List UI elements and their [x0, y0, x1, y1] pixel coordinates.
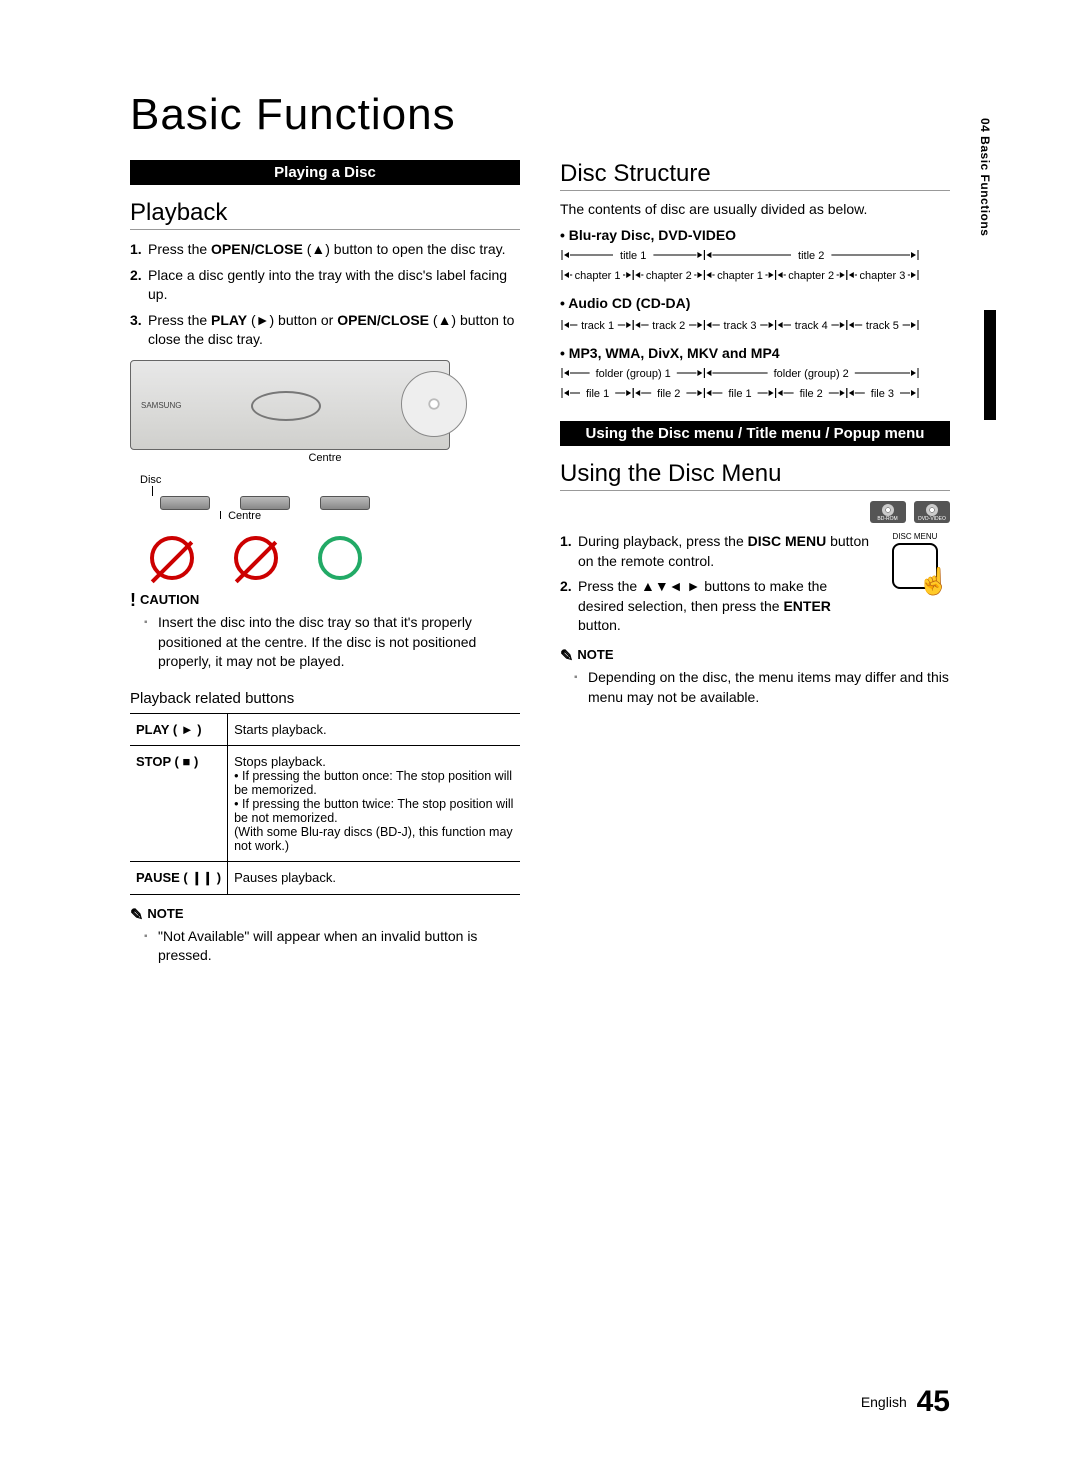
buttons-heading: Playback related buttons: [130, 690, 520, 707]
svg-text:chapter 2: chapter 2: [788, 270, 834, 282]
svg-text:chapter 2: chapter 2: [646, 270, 692, 282]
playback-steps: Press the OPEN/CLOSE (▲) button to open …: [130, 240, 520, 350]
heading-disc-structure: Disc Structure: [560, 160, 950, 191]
struct-3: folder (group) 1 folder (group) 2 file 1 fi…: [560, 363, 950, 403]
dvd-video-icon: [914, 501, 950, 523]
struct-h3: MP3, WMA, DivX, MKV and MP4: [560, 345, 950, 361]
svg-text:chapter 1: chapter 1: [717, 270, 763, 282]
step-3: Press the PLAY (►) button or OPEN/CLOSE …: [130, 311, 520, 350]
note-text: "Not Available" will appear when an inva…: [130, 927, 520, 966]
heading-playback: Playback: [130, 199, 520, 230]
bd-rom-icon: [870, 501, 906, 523]
struct-h2: Audio CD (CD-DA): [560, 295, 950, 311]
table-row: PLAY ( ► ) Starts playback.: [130, 713, 520, 745]
svg-text:track 1: track 1: [581, 320, 614, 332]
struct-2: track 1 track 2 track 3 track 4 track 5: [560, 313, 950, 335]
struct-1: title 1 title 2 chapter 1 chapter 2 chapter…: [560, 245, 950, 285]
side-tab-marker: [984, 310, 996, 420]
page-title: Basic Functions: [130, 90, 950, 140]
svg-text:file 1: file 1: [586, 388, 609, 400]
svg-text:title 1: title 1: [620, 250, 646, 262]
disc-diagram: SAMSUNG Centre Disc Centre: [130, 360, 520, 580]
speaker-icon: [160, 496, 210, 510]
structure-intro: The contents of disc are usually divided…: [560, 201, 950, 217]
caution-icon: !: [130, 590, 136, 610]
svg-text:chapter 1: chapter 1: [575, 270, 621, 282]
table-row: PAUSE ( ❙❙ ) Pauses playback.: [130, 861, 520, 894]
side-tab: 04 Basic Functions: [978, 118, 992, 236]
caution-text: Insert the disc into the disc tray so th…: [130, 613, 520, 672]
section-bar-menu: Using the Disc menu / Title menu / Popup…: [560, 421, 950, 446]
speaker-icon: [320, 496, 370, 510]
svg-text:track 5: track 5: [866, 320, 899, 332]
menu-steps: During playback, press the DISC MENU but…: [560, 532, 950, 636]
svg-text:track 4: track 4: [795, 320, 828, 332]
allow-icon: [318, 536, 362, 580]
speaker-icon: [240, 496, 290, 510]
note-list-2: Depending on the disc, the menu items ma…: [560, 668, 950, 707]
note-icon: ✎: [130, 907, 143, 924]
section-bar-playing: Playing a Disc: [130, 160, 520, 185]
svg-text:folder (group) 2: folder (group) 2: [774, 368, 849, 380]
buttons-table: PLAY ( ► ) Starts playback. STOP ( ■ ) S…: [130, 713, 520, 895]
step-1: Press the OPEN/CLOSE (▲) button to open …: [130, 240, 520, 260]
centre-label-2: Centre: [228, 510, 261, 522]
svg-text:file 2: file 2: [800, 388, 823, 400]
note-icon: ✎: [560, 648, 573, 665]
svg-text:track 3: track 3: [723, 320, 756, 332]
step-2: Place a disc gently into the tray with t…: [130, 266, 520, 305]
svg-text:chapter 3: chapter 3: [859, 270, 905, 282]
note-text-2: Depending on the disc, the menu items ma…: [560, 668, 950, 707]
struct-h1: Blu-ray Disc, DVD-VIDEO: [560, 227, 950, 243]
prohibit-icon: [150, 536, 194, 580]
note-list: "Not Available" will appear when an inva…: [130, 927, 520, 966]
note-heading: ✎NOTE: [130, 905, 520, 925]
svg-text:title 2: title 2: [798, 250, 824, 262]
player-illustration: SAMSUNG: [130, 360, 450, 450]
svg-text:folder (group) 1: folder (group) 1: [596, 368, 671, 380]
right-column: Disc Structure The contents of disc are …: [560, 160, 950, 966]
centre-label: Centre: [130, 452, 520, 464]
prohibit-icon: [234, 536, 278, 580]
disc-label: Disc: [140, 474, 520, 486]
note-heading-2: ✎NOTE: [560, 646, 950, 666]
disc-type-icons: [560, 501, 950, 528]
svg-text:file 1: file 1: [728, 388, 751, 400]
heading-disc-menu: Using the Disc Menu: [560, 460, 950, 491]
caution-heading: !CAUTION: [130, 590, 520, 611]
svg-text:file 3: file 3: [871, 388, 894, 400]
caution-list: Insert the disc into the disc tray so th…: [130, 613, 520, 672]
left-column: Playing a Disc Playback Press the OPEN/C…: [130, 160, 520, 966]
table-row: STOP ( ■ ) Stops playback. • If pressing…: [130, 745, 520, 861]
footer-lang: English: [861, 1394, 907, 1410]
svg-text:track 2: track 2: [652, 320, 685, 332]
page-number: 45: [917, 1385, 950, 1418]
footer: English 45: [861, 1385, 950, 1419]
svg-text:file 2: file 2: [657, 388, 680, 400]
menu-step-2: Press the ▲▼◄ ► buttons to make the desi…: [560, 577, 950, 636]
menu-step-1: During playback, press the DISC MENU but…: [560, 532, 950, 571]
